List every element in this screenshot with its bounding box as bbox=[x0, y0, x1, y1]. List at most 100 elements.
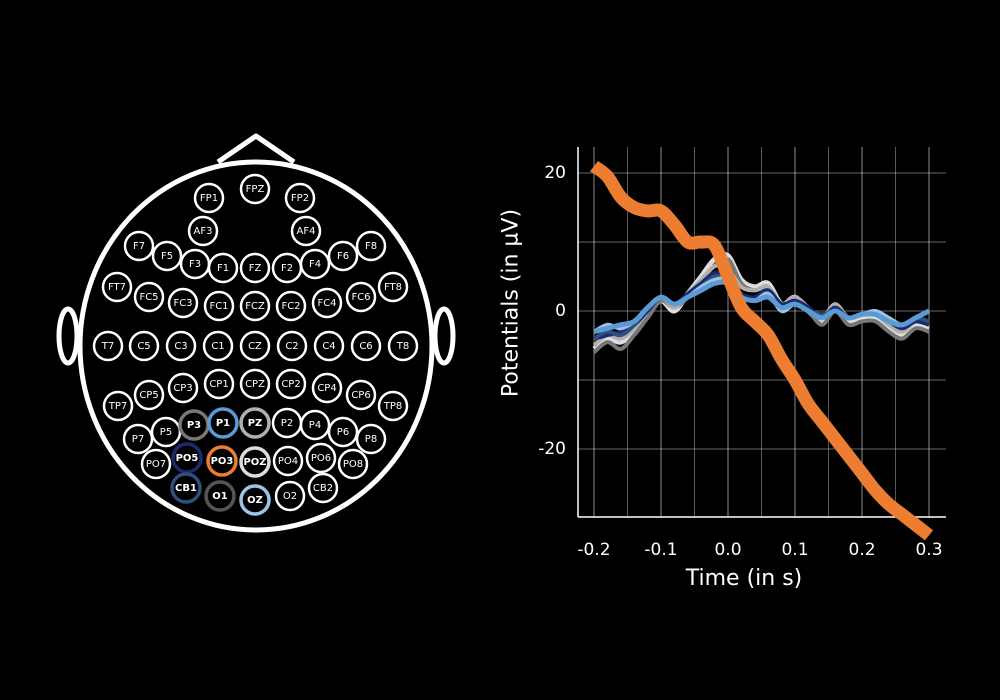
electrode-f7[interactable]: F7 bbox=[123, 230, 155, 262]
electrode-ft7[interactable]: FT7 bbox=[101, 271, 133, 303]
electrode-ring bbox=[133, 379, 165, 411]
electrode-ring bbox=[313, 330, 345, 362]
electrode-label: C6 bbox=[359, 341, 372, 352]
electrode-ring bbox=[305, 442, 337, 474]
electrode-p5[interactable]: P5 bbox=[150, 416, 182, 448]
electrode-fpz[interactable]: FPZ bbox=[239, 173, 271, 205]
electrode-ring bbox=[123, 230, 155, 262]
electrode-ring bbox=[202, 330, 234, 362]
series-line-0 bbox=[590, 160, 934, 541]
electrode-cb1[interactable]: CB1 bbox=[170, 472, 202, 504]
electrode-p2[interactable]: P2 bbox=[271, 407, 303, 439]
electrode-c3[interactable]: C3 bbox=[165, 330, 197, 362]
electrode-c4[interactable]: C4 bbox=[313, 330, 345, 362]
electrode-oz[interactable]: OZ bbox=[239, 484, 271, 516]
electrode-p1[interactable]: P1 bbox=[207, 407, 239, 439]
electrode-cp3[interactable]: CP3 bbox=[167, 372, 199, 404]
x-tick-label: 0.1 bbox=[781, 540, 808, 560]
electrode-cp6[interactable]: CP6 bbox=[345, 379, 377, 411]
electrode-fz[interactable]: FZ bbox=[239, 252, 271, 284]
electrode-fc3[interactable]: FC3 bbox=[167, 287, 199, 319]
y-tick-label: 20 bbox=[544, 163, 566, 183]
electrode-ring bbox=[193, 182, 225, 214]
electrode-p6[interactable]: P6 bbox=[327, 416, 359, 448]
electrode-cb2[interactable]: CB2 bbox=[307, 472, 339, 504]
electrode-f6[interactable]: F6 bbox=[327, 240, 359, 272]
electrode-label: P8 bbox=[365, 434, 377, 445]
electrode-po3[interactable]: PO3 bbox=[206, 445, 238, 477]
electrode-c2[interactable]: C2 bbox=[276, 330, 308, 362]
electrode-p8[interactable]: P8 bbox=[355, 423, 387, 455]
electrode-label: F8 bbox=[365, 241, 377, 252]
electrode-label: CP5 bbox=[139, 390, 158, 401]
electrode-label: P4 bbox=[309, 420, 321, 431]
electrode-f1[interactable]: F1 bbox=[207, 252, 239, 284]
electrode-fp2[interactable]: FP2 bbox=[284, 182, 316, 214]
electrode-af3[interactable]: AF3 bbox=[187, 215, 219, 247]
electrode-fc2[interactable]: FC2 bbox=[275, 290, 307, 322]
electrode-ring bbox=[274, 480, 306, 512]
electrode-po4[interactable]: PO4 bbox=[272, 445, 304, 477]
electrode-ring bbox=[355, 423, 387, 455]
electrode-label: FP2 bbox=[291, 193, 309, 204]
electrode-tp8[interactable]: TP8 bbox=[377, 390, 409, 422]
electrode-ft8[interactable]: FT8 bbox=[377, 271, 409, 303]
electrode-p3[interactable]: P3 bbox=[178, 409, 210, 441]
electrode-fc6[interactable]: FC6 bbox=[345, 281, 377, 313]
electrode-ring bbox=[311, 287, 343, 319]
electrode-pz[interactable]: PZ bbox=[239, 407, 271, 439]
electrode-tp7[interactable]: TP7 bbox=[102, 390, 134, 422]
electrode-label: FT8 bbox=[384, 282, 402, 293]
electrode-cpz[interactable]: CPZ bbox=[239, 368, 271, 400]
electrode-o1[interactable]: O1 bbox=[204, 480, 236, 512]
electrode-cp5[interactable]: CP5 bbox=[133, 379, 165, 411]
electrode-f5[interactable]: F5 bbox=[151, 240, 183, 272]
electrode-label: F4 bbox=[309, 259, 321, 270]
chart-tick-labels: -0.2 -0.1 0.0 0.1 0.2 0.3 -20 0 20 bbox=[538, 163, 942, 560]
electrode-ring bbox=[128, 330, 160, 362]
electrode-ring bbox=[165, 330, 197, 362]
x-tick-label: -0.1 bbox=[644, 540, 677, 560]
y-tick-label: -20 bbox=[538, 439, 566, 459]
electrode-fc1[interactable]: FC1 bbox=[203, 290, 235, 322]
electrode-cp2[interactable]: CP2 bbox=[275, 368, 307, 400]
electrode-label: F6 bbox=[337, 251, 349, 262]
electrode-ring bbox=[207, 252, 239, 284]
electrode-ring bbox=[307, 472, 339, 504]
electrode-poz[interactable]: POZ bbox=[239, 446, 271, 478]
electrode-label: PO6 bbox=[311, 453, 331, 464]
electrode-p7[interactable]: P7 bbox=[122, 423, 154, 455]
electrode-t8[interactable]: T8 bbox=[387, 330, 419, 362]
electrode-label: PO8 bbox=[343, 459, 363, 470]
electrode-p4[interactable]: P4 bbox=[299, 409, 331, 441]
electrode-po6[interactable]: PO6 bbox=[305, 442, 337, 474]
electrode-c5[interactable]: C5 bbox=[128, 330, 160, 362]
electrode-cz[interactable]: CZ bbox=[239, 330, 271, 362]
electrode-label: F1 bbox=[217, 263, 229, 274]
electrode-cp4[interactable]: CP4 bbox=[311, 372, 343, 404]
electrode-po7[interactable]: PO7 bbox=[140, 448, 172, 480]
electrode-c6[interactable]: C6 bbox=[350, 330, 382, 362]
electrode-label: FC5 bbox=[139, 292, 158, 303]
eeg-head-map: FP1 FPZ FP2 AF3 AF4 F7 F5 F3 F1 FZ F2 F4 F6 F8 FT7 FC5 F… bbox=[56, 133, 456, 533]
electrode-fp1[interactable]: FP1 bbox=[193, 182, 225, 214]
electrode-t7[interactable]: T7 bbox=[92, 330, 124, 362]
electrode-f3[interactable]: F3 bbox=[179, 248, 211, 280]
electrode-po8[interactable]: PO8 bbox=[337, 448, 369, 480]
electrode-f4[interactable]: F4 bbox=[299, 248, 331, 280]
electrode-label: CB2 bbox=[313, 483, 333, 494]
electrode-fcz[interactable]: FCZ bbox=[239, 290, 271, 322]
electrode-af4[interactable]: AF4 bbox=[290, 215, 322, 247]
electrode-fc4[interactable]: FC4 bbox=[311, 287, 343, 319]
electrode-f2[interactable]: F2 bbox=[271, 252, 303, 284]
electrode-ring bbox=[275, 368, 307, 400]
electrode-cp1[interactable]: CP1 bbox=[203, 368, 235, 400]
electrode-label: C5 bbox=[137, 341, 150, 352]
electrode-c1[interactable]: C1 bbox=[202, 330, 234, 362]
electrode-fc5[interactable]: FC5 bbox=[133, 281, 165, 313]
electrode-label: CZ bbox=[248, 341, 262, 352]
electrode-f8[interactable]: F8 bbox=[355, 230, 387, 262]
electrode-o2[interactable]: O2 bbox=[274, 480, 306, 512]
electrode-label: CB1 bbox=[175, 483, 197, 494]
electrode-po5[interactable]: PO5 bbox=[171, 442, 203, 474]
